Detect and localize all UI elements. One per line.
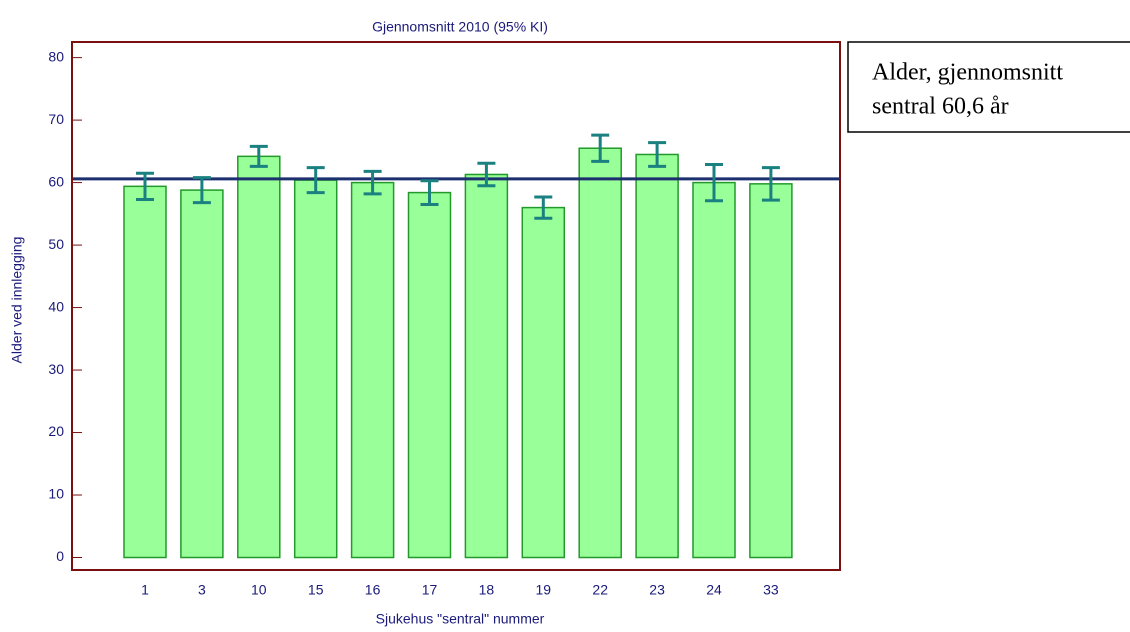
x-axis-label: Sjukehus "sentral" nummer (376, 611, 545, 627)
chart-title: Gjennomsnitt 2010 (95% KI) (372, 19, 548, 35)
error-bar (648, 141, 667, 168)
y-tick-label: 50 (48, 236, 64, 252)
x-tick-label: 18 (479, 582, 495, 598)
y-tick-label: 30 (48, 361, 64, 377)
x-tick-label: 24 (706, 582, 722, 598)
bar (237, 155, 281, 559)
y-tick-label: 80 (48, 48, 64, 64)
plot-frame (71, 41, 841, 571)
y-tick-label: 70 (48, 111, 64, 127)
y-tick-label: 10 (48, 486, 64, 502)
error-bar (477, 161, 496, 188)
x-tick-label: 10 (251, 582, 267, 598)
bar (123, 185, 167, 559)
bar (407, 191, 452, 559)
x-tick-label: 15 (308, 582, 324, 598)
x-tick-label: 19 (536, 582, 552, 598)
x-tick-label: 23 (649, 582, 665, 598)
error-bar (363, 169, 382, 196)
bar (350, 181, 395, 559)
y-tick-label: 20 (48, 423, 64, 439)
x-tick-label: 1 (141, 582, 149, 598)
x-tick-label: 22 (592, 582, 608, 598)
error-bar (306, 166, 325, 195)
error-bar (705, 162, 723, 203)
bar (293, 179, 338, 559)
error-bar (761, 166, 780, 202)
bar (635, 153, 679, 559)
annotation: sentral 60,6 år (872, 94, 1009, 120)
bar (692, 181, 736, 559)
bar (749, 183, 793, 559)
y-axis-label: Alder ved innlegging (9, 237, 25, 364)
error-bar (249, 144, 268, 168)
annotation-box (847, 41, 1130, 133)
bar (521, 206, 566, 559)
y-tick-label: 40 (48, 298, 64, 314)
error-bar (136, 171, 154, 201)
y-tick-label: 0 (56, 548, 64, 564)
annotation: Alder, gjennomsnitt (872, 60, 1063, 86)
bar (464, 173, 509, 559)
x-tick-label: 17 (422, 582, 438, 598)
error-bar (534, 195, 553, 220)
x-tick-label: 16 (365, 582, 381, 598)
bar (578, 147, 622, 559)
y-tick-label: 60 (48, 173, 64, 189)
error-bar (591, 133, 610, 163)
x-tick-label: 33 (763, 582, 779, 598)
error-bar (192, 176, 211, 205)
bar (180, 189, 224, 559)
error-bar (420, 179, 439, 206)
x-tick-label: 3 (198, 582, 206, 598)
